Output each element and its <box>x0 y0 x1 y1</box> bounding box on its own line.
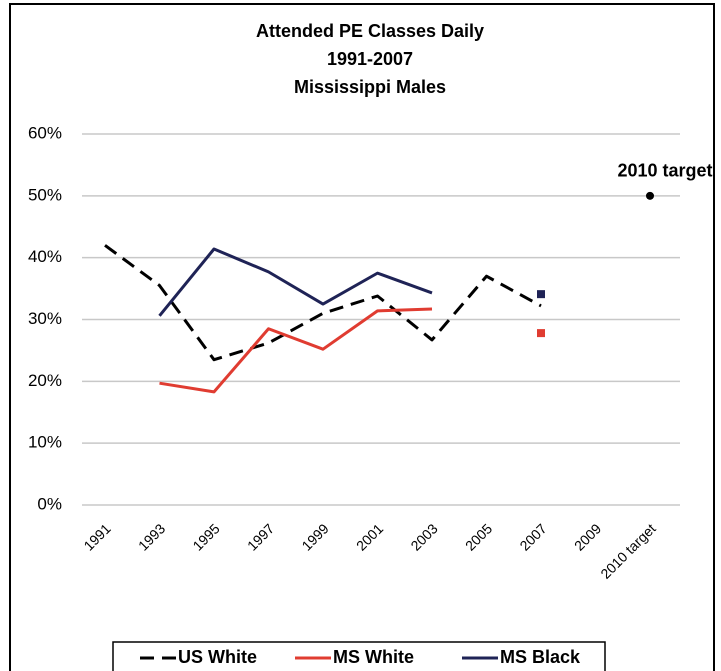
point-marker <box>537 329 545 338</box>
target-label: 2010 target <box>617 161 712 181</box>
y-tick-label: 60% <box>28 123 62 142</box>
chart-frame <box>9 3 715 671</box>
legend-box <box>112 641 606 671</box>
y-tick-label: 50% <box>28 185 62 204</box>
legend-label: US White <box>178 647 257 667</box>
point-marker <box>537 290 545 299</box>
series-line <box>104 244 542 362</box>
y-tick-label: 20% <box>28 371 62 390</box>
series-line <box>158 247 433 317</box>
chart-title: Mississippi Males <box>294 77 446 97</box>
y-tick-label: 0% <box>37 494 62 513</box>
target-point <box>646 191 654 200</box>
legend-label: MS Black <box>500 647 581 667</box>
chart-title: Attended PE Classes Daily <box>256 21 484 41</box>
series-line <box>159 307 433 394</box>
y-tick-label: 10% <box>28 433 62 452</box>
chart-title: 1991-2007 <box>327 49 413 69</box>
y-tick-label: 30% <box>28 309 62 328</box>
legend-label: MS White <box>333 647 414 667</box>
y-tick-label: 40% <box>28 247 62 266</box>
